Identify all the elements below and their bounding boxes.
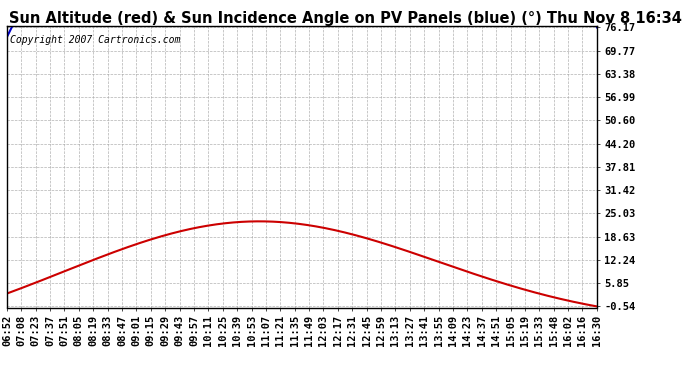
Text: Copyright 2007 Cartronics.com: Copyright 2007 Cartronics.com — [10, 35, 180, 45]
Text: Sun Altitude (red) & Sun Incidence Angle on PV Panels (blue) (°) Thu Nov 8 16:34: Sun Altitude (red) & Sun Incidence Angle… — [8, 11, 682, 26]
